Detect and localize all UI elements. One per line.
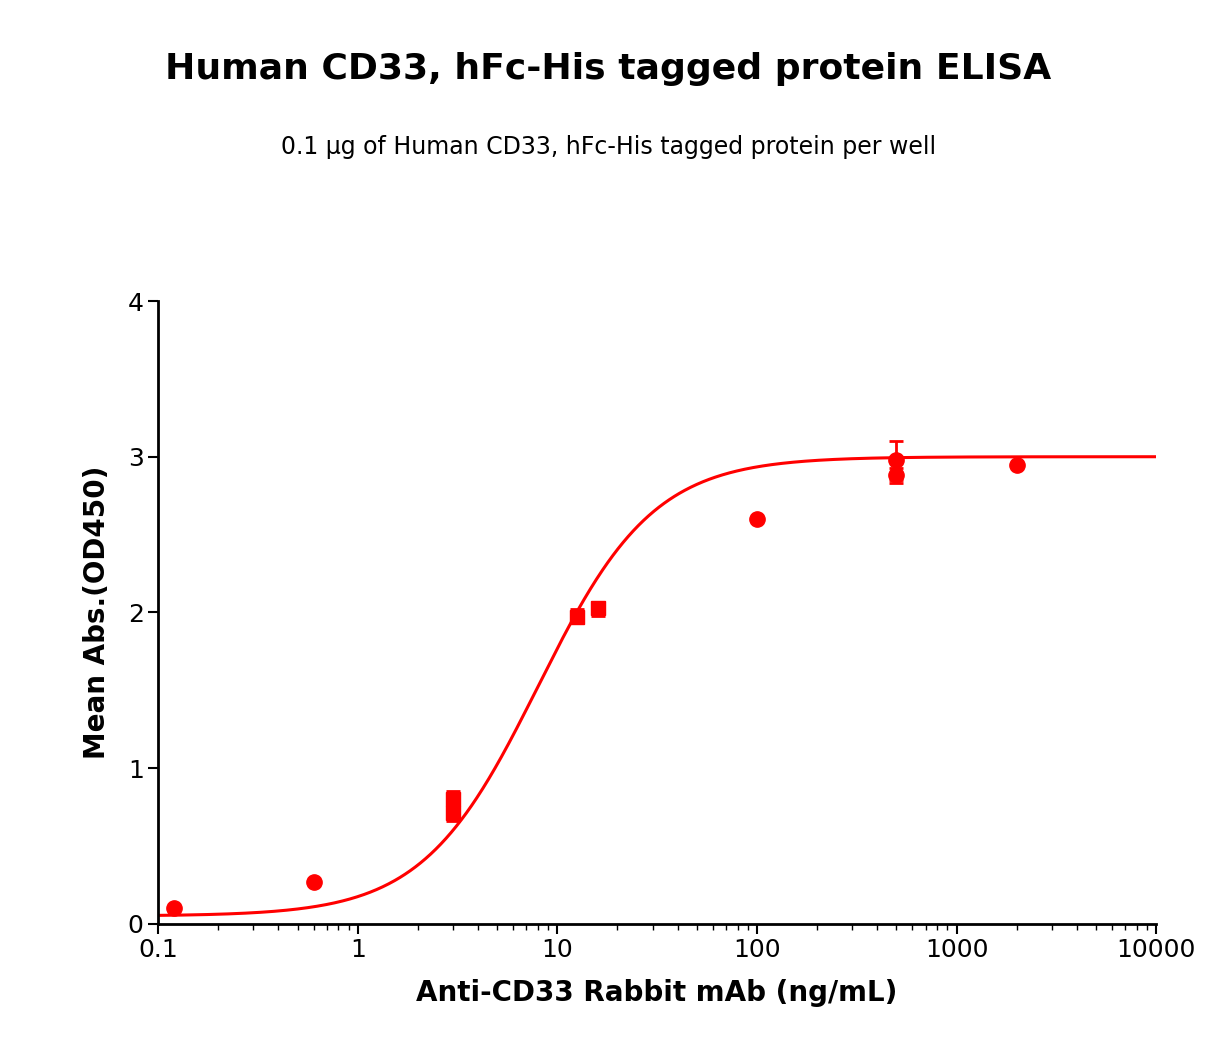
Text: Human CD33, hFc-His tagged protein ELISA: Human CD33, hFc-His tagged protein ELISA — [166, 52, 1051, 86]
X-axis label: Anti-CD33 Rabbit mAb (ng/mL): Anti-CD33 Rabbit mAb (ng/mL) — [416, 979, 898, 1007]
Y-axis label: Mean Abs.(OD450): Mean Abs.(OD450) — [83, 466, 111, 759]
Text: 0.1 μg of Human CD33, hFc-His tagged protein per well: 0.1 μg of Human CD33, hFc-His tagged pro… — [281, 135, 936, 159]
